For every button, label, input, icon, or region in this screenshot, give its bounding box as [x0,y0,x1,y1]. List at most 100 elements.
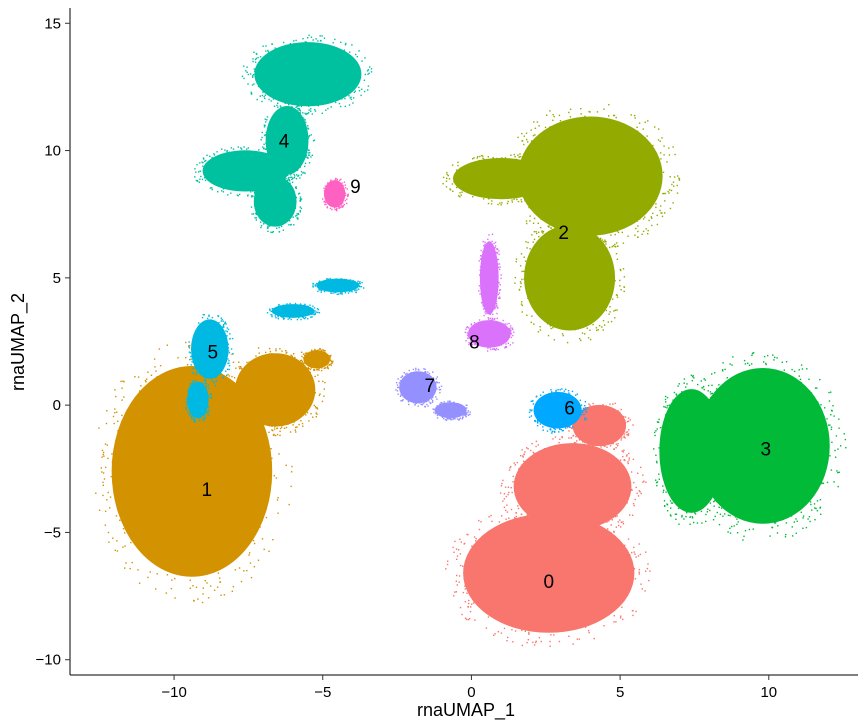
cell-point [624,482,627,484]
cell-point [657,162,659,164]
cell-point [642,481,644,483]
cell-point [195,380,197,382]
cell-point [327,182,329,184]
cell-point [538,143,540,145]
cell-point [270,310,272,312]
cell-point [562,213,564,216]
cell-point [495,322,497,324]
cell-point [838,471,840,473]
cell-point [323,187,325,189]
cell-point [271,151,273,153]
cell-point [296,213,298,215]
cell-point [464,414,467,416]
cell-point [504,157,507,159]
cell-point [723,502,725,505]
cell-point [491,318,493,320]
cell-point [605,309,608,312]
cell-point [277,102,279,104]
cell-point [663,145,665,147]
cell-point [581,217,583,220]
cell-point [519,516,522,519]
cell-point [531,249,533,251]
cell-point [277,315,279,318]
cell-point [468,599,470,602]
cell-point [308,134,311,137]
cell-point [523,157,526,160]
cell-point [518,288,521,291]
cell-point [453,181,455,183]
cell-point [525,241,527,243]
cell-point [822,464,824,467]
cell-point [401,399,403,402]
cell-point [186,364,189,366]
cell-point [232,353,234,355]
cell-point [645,481,647,483]
cell-point [494,616,496,618]
cell-point [538,216,541,218]
cell-point [628,429,630,431]
cell-point [625,431,627,433]
cell-point [206,317,209,320]
cell-point [123,430,125,432]
cell-point [322,198,324,200]
cell-point [306,113,308,115]
cell-point [616,245,619,247]
cluster-0-density [513,443,632,531]
cell-point [252,60,254,63]
cell-point [321,400,324,403]
cell-point [314,350,316,352]
cell-point [134,376,136,378]
cell-point [289,431,292,433]
cell-point [553,181,555,183]
cell-point [482,155,484,157]
cell-point [344,194,347,197]
cell-point [722,362,724,364]
cell-point [660,465,663,467]
cell-point [705,520,707,523]
cell-point [351,290,353,292]
cell-point [587,443,590,446]
cell-point [250,206,253,208]
cell-point [599,523,601,525]
x-tick-label: −5 [314,684,331,701]
cell-point [272,231,274,233]
cluster-2-density [524,225,616,331]
cell-point [360,285,363,288]
cell-point [593,637,595,640]
cell-point [400,376,402,379]
cell-point [727,514,730,516]
cell-point [478,260,480,262]
cell-point [242,423,244,425]
cell-point [302,172,304,174]
cell-point [323,37,326,39]
cell-point [299,116,301,118]
cell-point [642,128,644,130]
cell-point [669,514,672,516]
cell-point [589,404,591,406]
cell-point [483,314,485,317]
cell-point [506,511,509,513]
cell-point [206,391,208,393]
cell-point [318,367,320,369]
cell-point [724,450,726,453]
cell-point [521,500,523,502]
cell-point [277,179,279,181]
cell-point [499,266,501,268]
cluster-label-7: 7 [425,376,436,397]
cell-point [607,301,609,303]
cell-point [539,535,542,537]
cell-point [320,367,323,369]
cell-point [609,403,611,405]
cell-point [658,128,660,130]
cell-point [533,217,536,220]
cell-point [608,260,610,263]
cell-point [253,51,255,53]
cell-point [542,426,544,428]
cell-point [729,363,731,365]
cell-point [226,353,229,355]
x-tick-label: 5 [616,684,624,701]
cell-point [479,280,482,282]
cell-point [604,227,607,229]
cell-point [591,444,594,446]
